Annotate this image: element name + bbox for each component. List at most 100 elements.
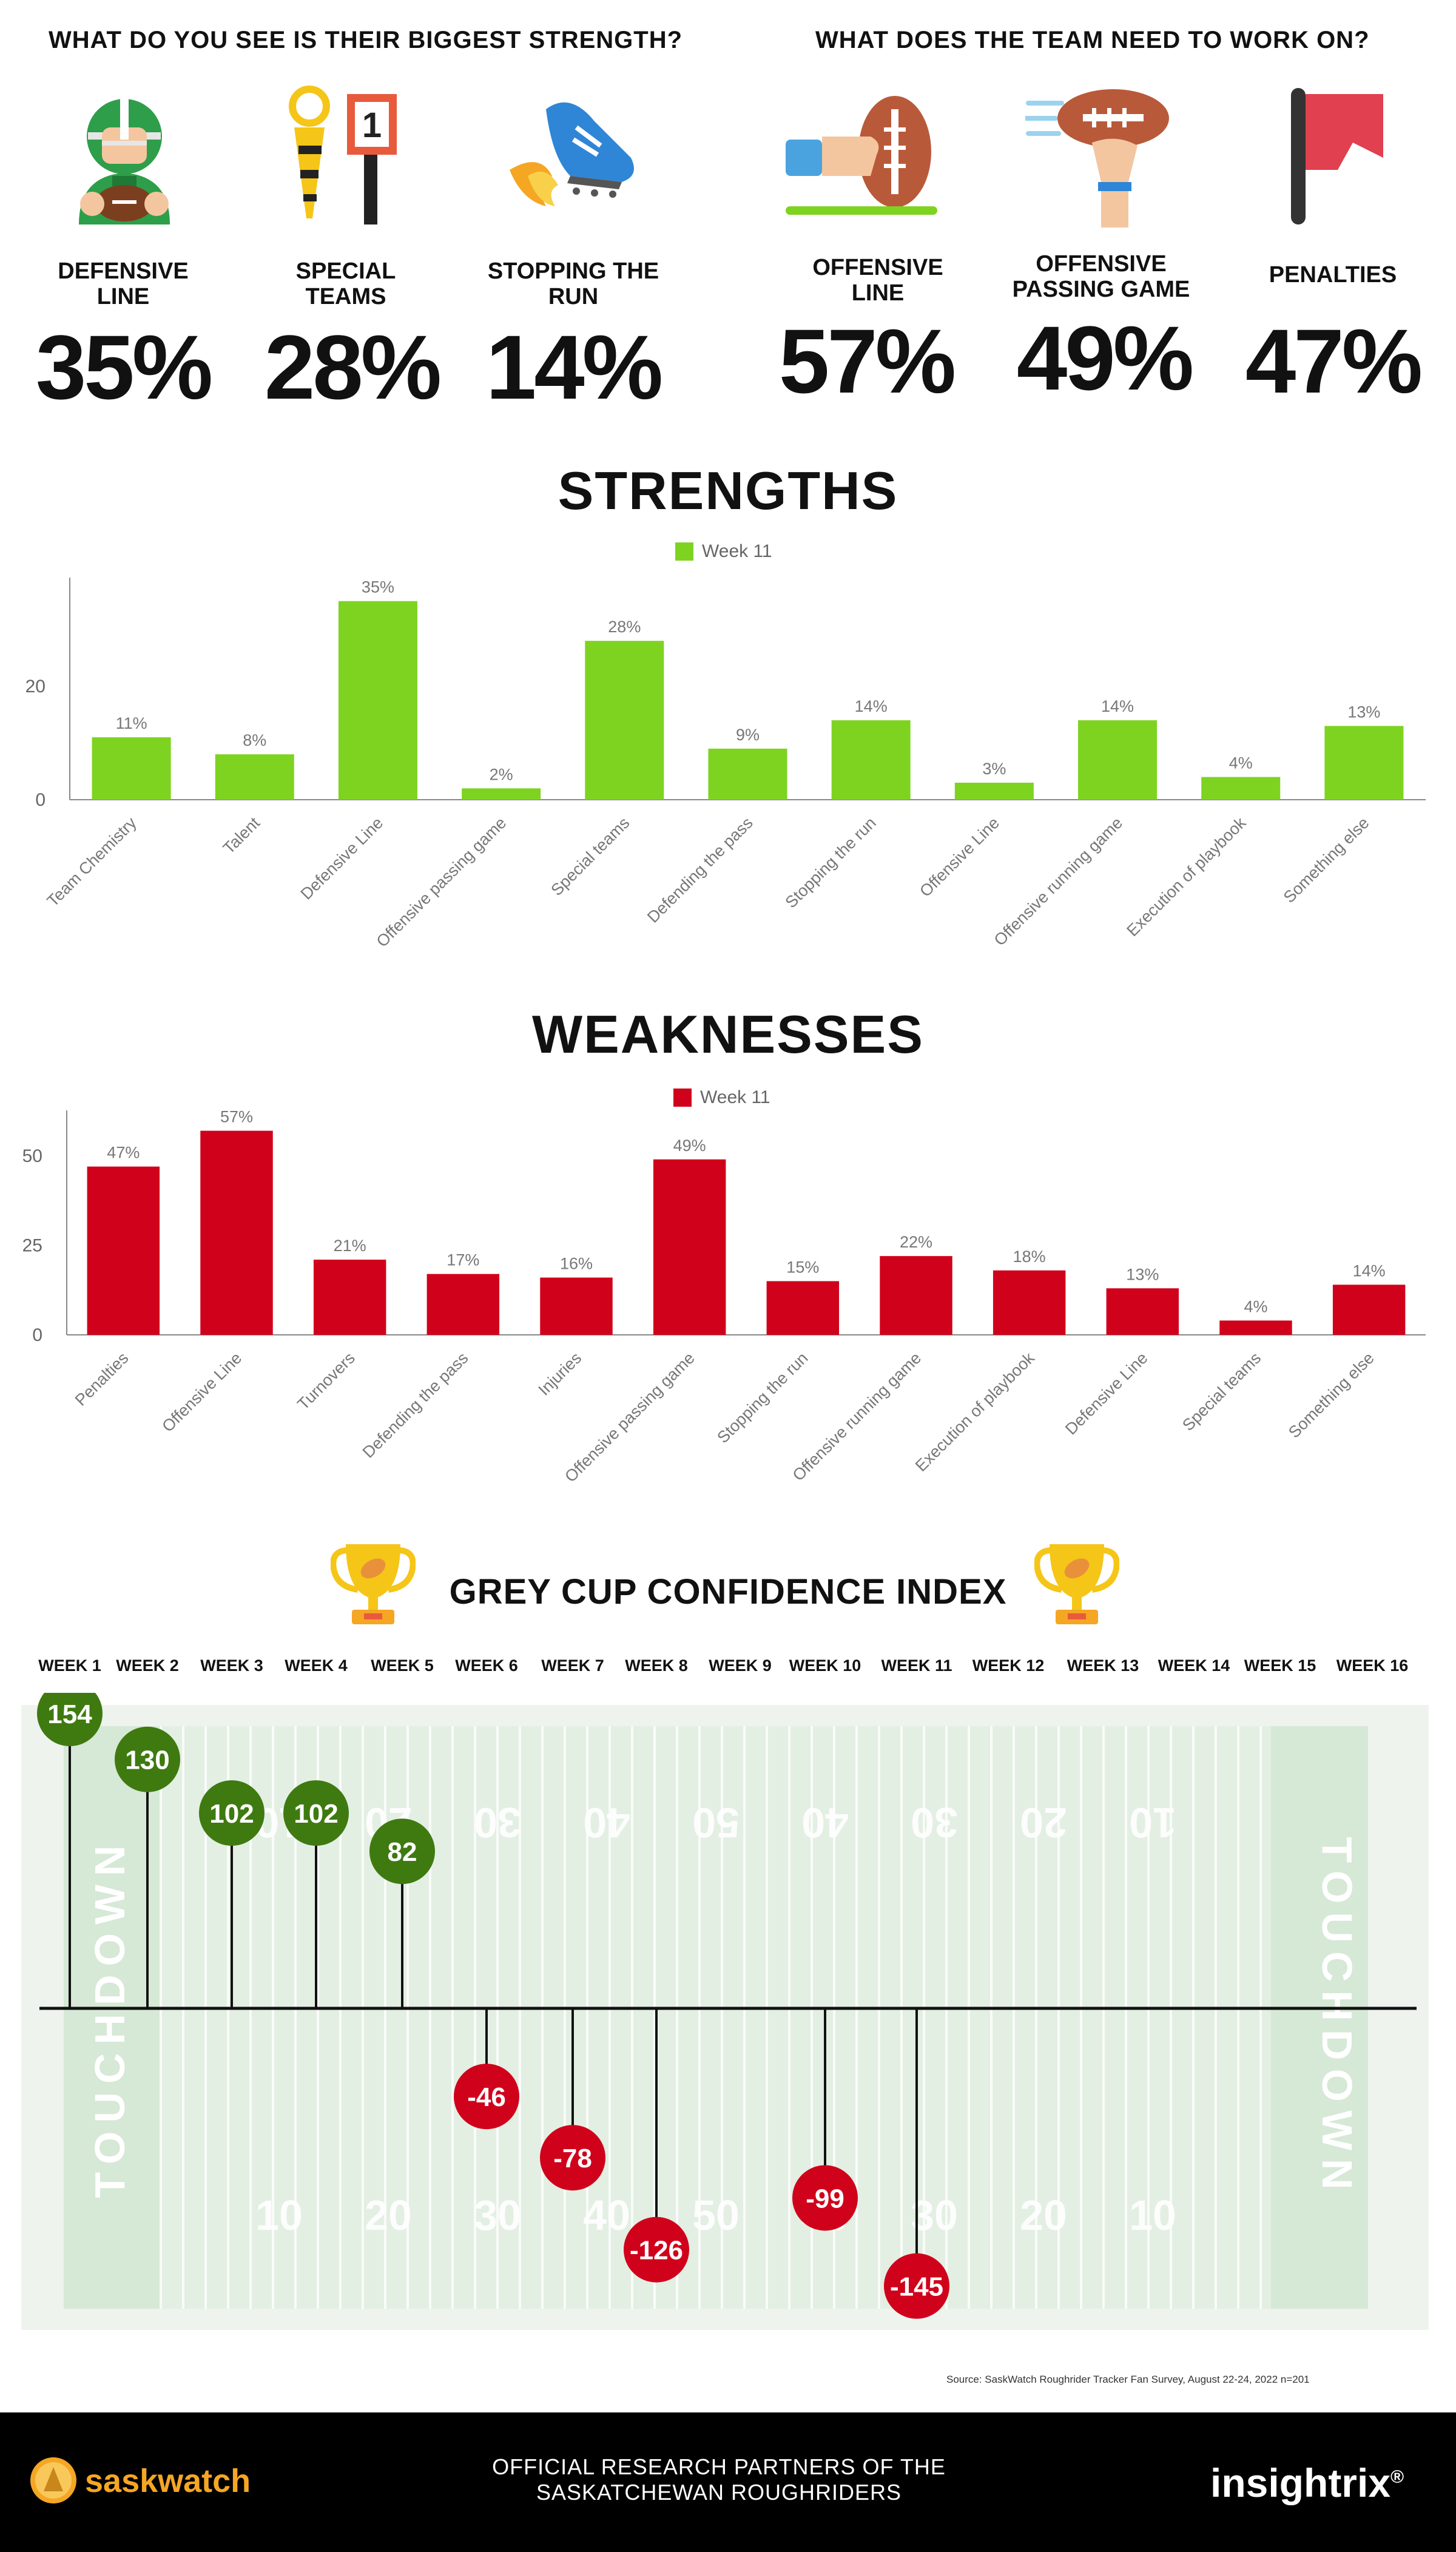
weaknesses-bar xyxy=(880,1256,952,1335)
strengths-value-label: 14% xyxy=(855,697,888,715)
week-labels: WEEK 1 WEEK 2 WEEK 3 WEEK 4 WEEK 5 WEEK 6 WEEK… xyxy=(0,1656,1456,1681)
week-label: WEEK 16 xyxy=(1336,1656,1409,1675)
strengths-category-label: Talent xyxy=(220,814,264,858)
weaknesses-category-label: Offensive passing game xyxy=(561,1349,698,1486)
week-label: WEEK 8 xyxy=(625,1656,688,1675)
weakness-question: WHAT DOES THE TEAM NEED TO WORK ON? xyxy=(815,27,1370,53)
strengths-category-label: Offensive Line xyxy=(916,814,1003,900)
weakness-pct-1: 57% xyxy=(778,310,956,412)
strengths-bar xyxy=(462,788,541,800)
yard-number: 10 xyxy=(1129,2192,1176,2239)
weaknesses-category-label: Penalties xyxy=(72,1349,132,1409)
weaknesses-value-label: 17% xyxy=(447,1251,479,1269)
weaknesses-bar xyxy=(766,1281,840,1335)
strengths-bar xyxy=(1078,720,1158,800)
week-label: WEEK 13 xyxy=(1067,1656,1139,1675)
week-label: WEEK 3 xyxy=(200,1656,263,1675)
strengths-y-tick: 20 xyxy=(25,677,46,697)
week-label: WEEK 7 xyxy=(541,1656,604,1675)
yard-number: 10 xyxy=(255,2192,303,2239)
weaknesses-value-label: 49% xyxy=(673,1136,706,1155)
week-label: WEEK 9 xyxy=(709,1656,772,1675)
yard-number: 40 xyxy=(583,1799,630,1846)
lollipop-value: 102 xyxy=(294,1799,338,1829)
weaknesses-value-label: 47% xyxy=(107,1144,140,1162)
strengths-legend-label: Week 11 xyxy=(702,541,772,561)
source-note: Source: SaskWatch Roughrider Tracker Fan… xyxy=(946,2374,1310,2385)
lollipop-dot xyxy=(37,1693,103,1746)
yard-number: 20 xyxy=(1020,2192,1067,2239)
yard-number: 30 xyxy=(474,2192,521,2239)
weaknesses-y-tick: 50 xyxy=(22,1146,42,1166)
weaknesses-category-label: Special teams xyxy=(1179,1349,1264,1434)
weaknesses-category-label: Defending the pass xyxy=(359,1349,472,1462)
footer-line-1: OFFICIAL RESEARCH PARTNERS OF THE xyxy=(492,2454,946,2479)
strengths-bar xyxy=(338,601,417,800)
strengths-bar xyxy=(215,754,294,800)
weaknesses-bar xyxy=(1219,1320,1292,1335)
yard-number: 10 xyxy=(1129,1799,1176,1846)
strengths-category-label: Execution of playbook xyxy=(1123,814,1249,940)
lollipop-value: 154 xyxy=(47,1700,92,1729)
weaknesses-value-label: 16% xyxy=(560,1255,593,1273)
insightrix-name: insightrix xyxy=(1210,2460,1391,2505)
lollipop-value: -126 xyxy=(630,2236,683,2266)
weaknesses-category-label: Turnovers xyxy=(294,1349,358,1413)
strengths-value-label: 3% xyxy=(982,760,1006,778)
strengths-bar xyxy=(831,720,911,800)
football-snap-icon xyxy=(786,96,937,215)
week-label: WEEK 2 xyxy=(116,1656,179,1675)
weaknesses-value-label: 14% xyxy=(1353,1261,1386,1280)
week-label: WEEK 15 xyxy=(1244,1656,1316,1675)
penalty-flag-icon xyxy=(1291,88,1383,224)
strengths-value-label: 4% xyxy=(1229,754,1253,772)
insightrix-mark: ® xyxy=(1390,2467,1404,2487)
strengths-bar xyxy=(954,782,1034,800)
lollipop-dot xyxy=(624,2216,689,2283)
confidence-title: GREY CUP CONFIDENCE INDEX xyxy=(449,1572,1007,1612)
weaknesses-bar xyxy=(313,1260,386,1335)
weaknesses-bar xyxy=(653,1159,726,1335)
lollipop-value: 102 xyxy=(209,1799,254,1829)
week-label: WEEK 14 xyxy=(1158,1656,1230,1675)
yard-number: 30 xyxy=(474,1799,521,1846)
lollipop-dot xyxy=(283,1780,349,1846)
insightrix-brand: insightrix® xyxy=(1210,2460,1404,2506)
weaknesses-category-label: Injuries xyxy=(534,1349,585,1399)
strengths-category-label: Special teams xyxy=(547,814,633,899)
lollipop-dot xyxy=(454,2064,519,2130)
weaknesses-category-label: Execution of playbook xyxy=(912,1349,1038,1475)
svg-text:1: 1 xyxy=(362,106,382,145)
weakness-pct-3: 47% xyxy=(1245,310,1423,412)
strengths-category-label: Stopping the run xyxy=(782,814,880,911)
weaknesses-value-label: 18% xyxy=(1013,1247,1046,1266)
weaknesses-legend-label: Week 11 xyxy=(700,1087,770,1107)
strengths-y-tick: 0 xyxy=(35,790,46,810)
strengths-category-label: Defending the pass xyxy=(644,814,757,927)
lollipop-value: 130 xyxy=(125,1746,169,1775)
touchdown-label-right: TOUCHDOWN xyxy=(1313,1837,1361,2198)
strengths-bar xyxy=(92,737,171,800)
football-player-icon xyxy=(79,97,170,224)
weaknesses-bar xyxy=(1106,1288,1179,1335)
strengths-value-label: 8% xyxy=(243,731,266,749)
lollipop-dot xyxy=(540,2125,605,2191)
saskwatch-logo-icon xyxy=(30,2457,76,2503)
weaknesses-category-label: Something else xyxy=(1285,1349,1378,1442)
yard-number: 30 xyxy=(911,1799,958,1846)
week-label: WEEK 5 xyxy=(371,1656,434,1675)
trophy-icon xyxy=(331,1544,416,1624)
flaming-cleat-icon xyxy=(510,102,634,206)
strengths-legend: Week 11 xyxy=(675,541,772,562)
strengths-value-label: 14% xyxy=(1101,697,1134,715)
saskwatch-brand: saskwatch xyxy=(85,2463,251,2499)
week-label: WEEK 12 xyxy=(972,1656,1045,1675)
weaknesses-value-label: 4% xyxy=(1244,1297,1267,1315)
yard-number: 40 xyxy=(583,2192,630,2239)
weaknesses-value-label: 13% xyxy=(1126,1265,1159,1283)
down-marker-icon: 1 xyxy=(289,86,397,224)
week-label: WEEK 4 xyxy=(285,1656,348,1675)
lollipop-value: -99 xyxy=(806,2184,844,2213)
weaknesses-category-label: Offensive Line xyxy=(158,1349,245,1436)
lollipop-value: -78 xyxy=(553,2144,592,2173)
